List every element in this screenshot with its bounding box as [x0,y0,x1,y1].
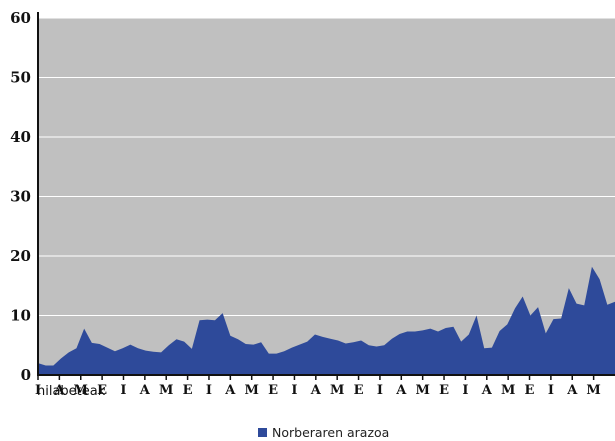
x-tick-label-2: M [74,383,88,398]
x-tick-label-21: A [481,383,493,398]
y-tick-label-50: 50 [10,69,31,87]
x-tick-label-7: E [183,383,193,398]
x-tick-label-18: M [415,383,429,398]
x-tick-label-20: I [462,383,468,398]
x-axis-label: hilabeteak [37,384,106,399]
x-tick-label-9: A [224,383,236,398]
x-tick-label-15: E [354,383,364,398]
x-tick-label-8: I [206,383,212,398]
x-tick-label-14: M [330,383,344,398]
y-tick-label-20: 20 [10,247,31,265]
y-tick-label-10: 10 [10,307,31,325]
x-tick-label-10: M [245,383,259,398]
legend: Norberaren arazoa [258,425,389,440]
x-tick-label-26: M [586,383,600,398]
x-tick-label-16: I [377,383,383,398]
x-tick-label-19: E [439,383,449,398]
area-norberaren-arazoa [38,266,615,375]
x-tick-label-0: I [35,383,41,398]
x-tick-label-11: E [268,383,278,398]
x-tick-label-23: E [525,383,535,398]
x-tick-label-12: I [291,383,297,398]
x-tick-label-25: A [566,383,578,398]
y-tick-label-30: 30 [10,188,31,206]
x-tick-label-22: M [501,383,515,398]
x-tick-label-6: M [159,383,173,398]
x-tick-label-17: A [395,383,407,398]
x-tick-label-13: A [310,383,322,398]
x-tick-label-4: I [120,383,126,398]
x-tick-label-24: I [548,383,554,398]
legend-label-norberaren-arazoa: Norberaren arazoa [272,425,389,440]
y-tick-label-40: 40 [10,128,31,146]
legend-swatch-norberaren-arazoa [258,428,267,437]
y-tick-label-60: 60 [10,9,31,27]
x-tick-label-3: E [97,383,107,398]
x-tick-label-1: A [53,383,65,398]
x-tick-label-5: A [139,383,151,398]
y-tick-label-0: 0 [21,366,31,384]
